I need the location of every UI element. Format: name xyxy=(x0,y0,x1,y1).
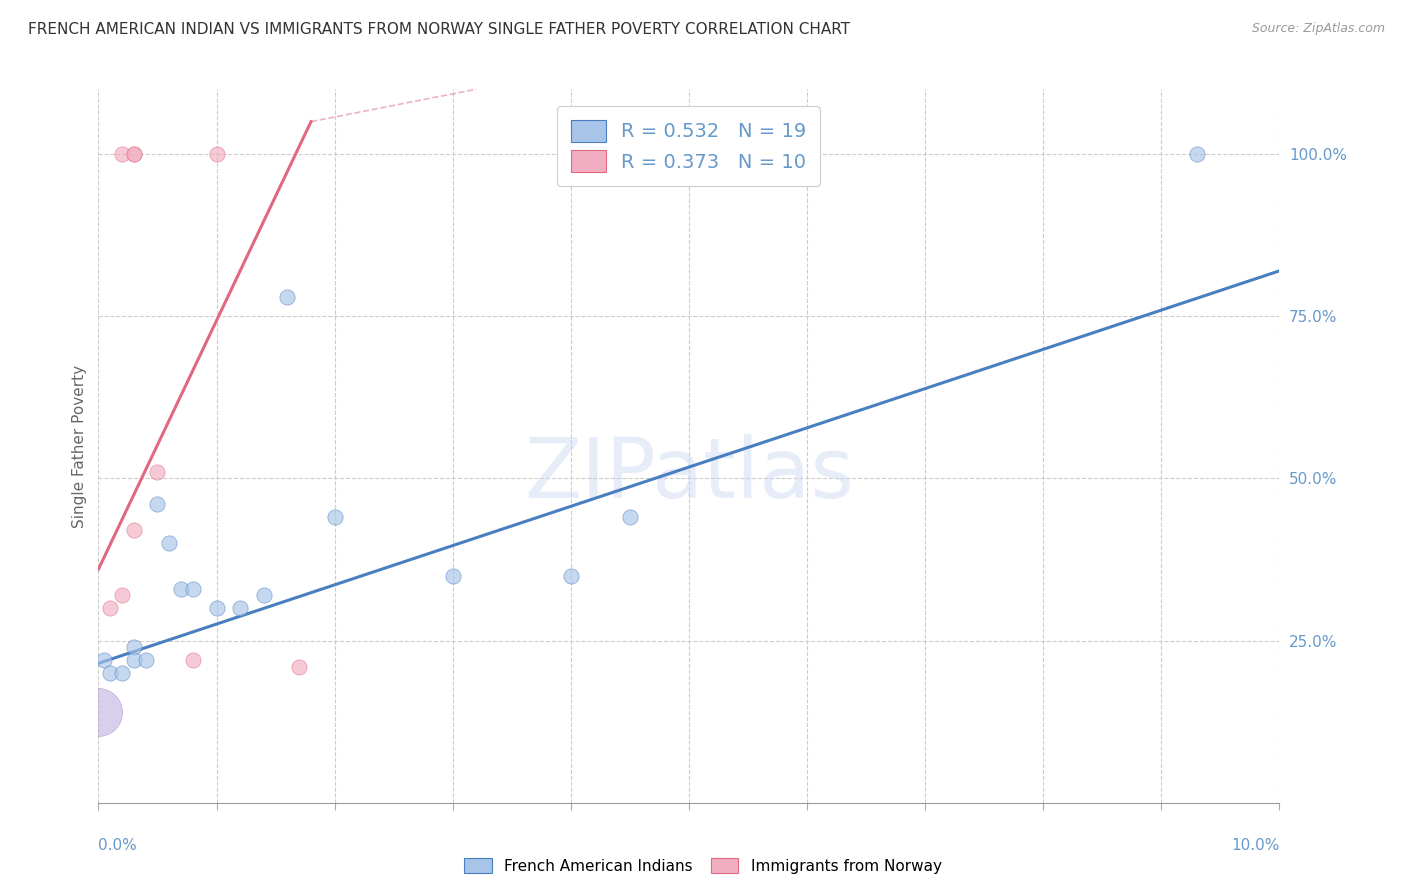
Point xyxy=(111,147,134,161)
Point xyxy=(181,653,204,667)
Point xyxy=(111,588,134,602)
Point xyxy=(146,497,169,511)
Point xyxy=(157,536,180,550)
Point xyxy=(111,666,134,681)
Point xyxy=(181,582,204,596)
Point xyxy=(323,510,346,524)
Point xyxy=(87,705,110,719)
Point xyxy=(441,568,464,582)
Legend: R = 0.532   N = 19, R = 0.373   N = 10: R = 0.532 N = 19, R = 0.373 N = 10 xyxy=(557,106,820,186)
Point xyxy=(98,666,121,681)
Text: 10.0%: 10.0% xyxy=(1232,838,1279,854)
Point xyxy=(122,524,145,538)
Point xyxy=(619,510,641,524)
Point xyxy=(253,588,276,602)
Point xyxy=(205,147,228,161)
Legend: French American Indians, Immigrants from Norway: French American Indians, Immigrants from… xyxy=(458,852,948,880)
Point xyxy=(93,653,115,667)
Text: ZIPatlas: ZIPatlas xyxy=(524,434,853,515)
Text: 0.0%: 0.0% xyxy=(98,838,138,854)
Point xyxy=(98,601,121,615)
Point xyxy=(1185,147,1208,161)
Point xyxy=(122,147,145,161)
Point xyxy=(276,290,298,304)
Point xyxy=(560,568,582,582)
Y-axis label: Single Father Poverty: Single Father Poverty xyxy=(72,365,87,527)
Point xyxy=(122,147,145,161)
Point xyxy=(288,659,311,673)
Text: FRENCH AMERICAN INDIAN VS IMMIGRANTS FROM NORWAY SINGLE FATHER POVERTY CORRELATI: FRENCH AMERICAN INDIAN VS IMMIGRANTS FRO… xyxy=(28,22,851,37)
Point xyxy=(146,465,169,479)
Point xyxy=(122,640,145,654)
Point xyxy=(170,582,193,596)
Point xyxy=(205,601,228,615)
Point xyxy=(135,653,157,667)
Point xyxy=(122,653,145,667)
Point xyxy=(229,601,252,615)
Text: Source: ZipAtlas.com: Source: ZipAtlas.com xyxy=(1251,22,1385,36)
